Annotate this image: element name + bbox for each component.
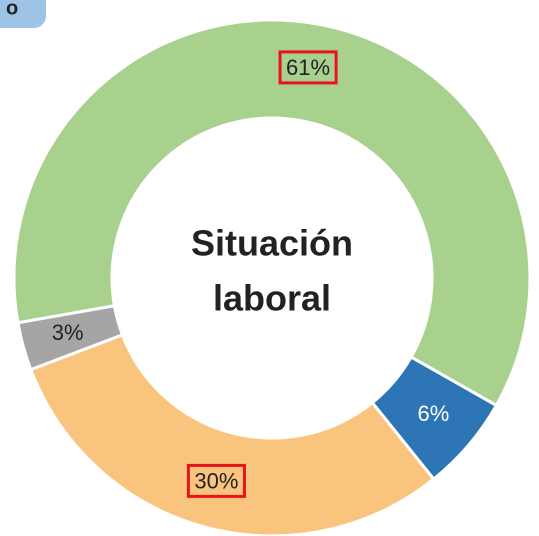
slices [12, 18, 532, 536]
center-title: Situación [191, 223, 353, 264]
center-title: laboral [213, 278, 331, 319]
highlight-box [186, 463, 246, 498]
slice-label: 30% [194, 468, 238, 493]
badge [0, 0, 46, 28]
highlight-box [278, 50, 338, 85]
slice [16, 304, 125, 372]
slice [28, 332, 436, 536]
slice-label: 61% [286, 55, 330, 80]
slice-label: 6% [418, 401, 450, 426]
badge-text: o [6, 0, 18, 19]
slice [12, 18, 532, 408]
slice-label: 3% [52, 320, 84, 345]
